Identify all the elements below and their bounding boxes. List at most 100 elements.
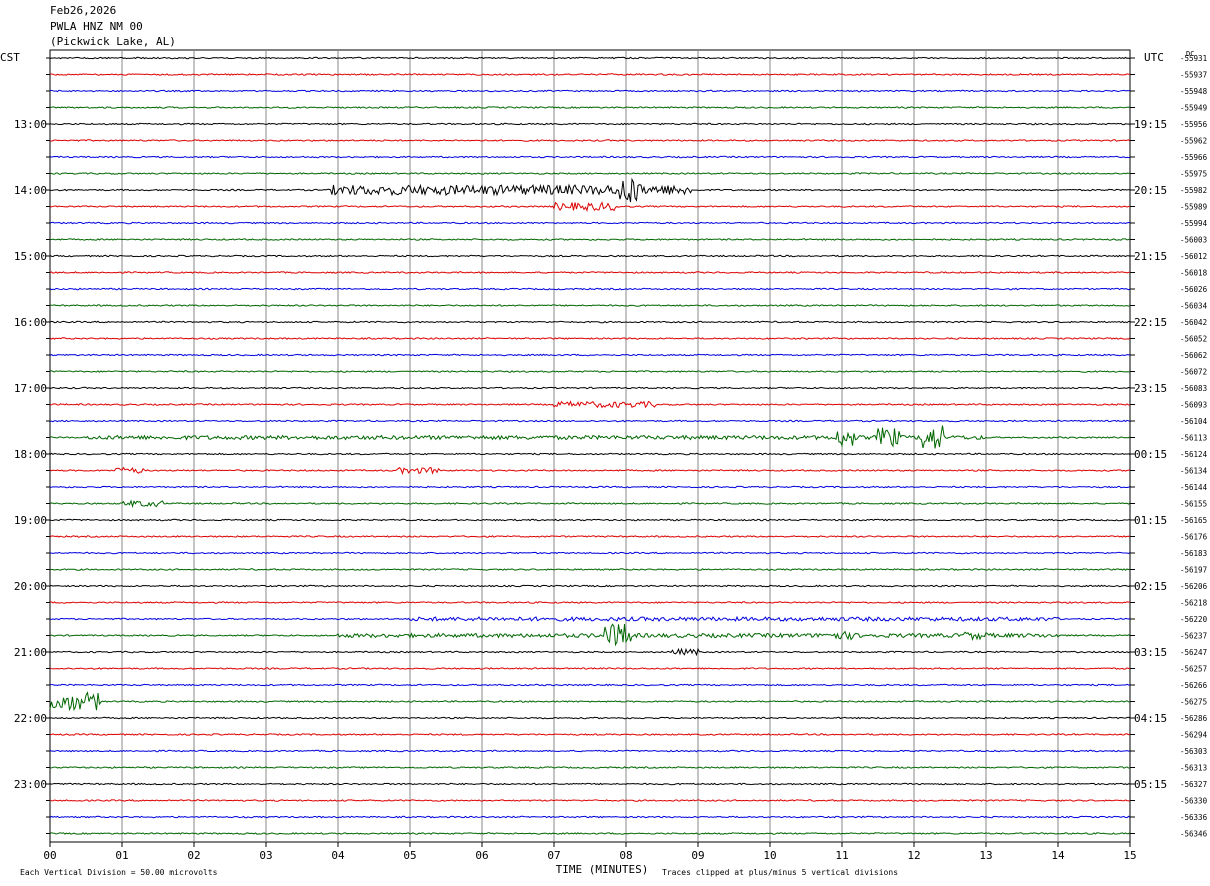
trace-line xyxy=(49,155,1131,159)
x-tick-label: 10 xyxy=(763,849,776,862)
dc-offset-label: -56294 xyxy=(1180,731,1208,740)
right-hour-label: 23:15 xyxy=(1134,382,1167,395)
left-hour-label: 14:00 xyxy=(14,184,47,197)
dc-offset-label: -56155 xyxy=(1180,500,1207,509)
x-tick-label: 05 xyxy=(403,849,416,862)
dc-offset-label: -56327 xyxy=(1180,780,1207,789)
left-hour-label: 20:00 xyxy=(14,580,47,593)
left-hour-label: 23:00 xyxy=(14,778,47,791)
trace-line xyxy=(49,535,1131,538)
dc-offset-label: -56052 xyxy=(1180,335,1207,344)
trace-line xyxy=(49,221,1131,225)
right-timezone-label: UTC xyxy=(1144,51,1164,64)
dc-offset-label: -55982 xyxy=(1180,186,1207,195)
trace-line xyxy=(49,271,1131,274)
trace-line xyxy=(49,832,1131,835)
left-timezone-label: CST xyxy=(0,51,20,64)
trace-line xyxy=(49,386,1131,390)
x-tick-label: 15 xyxy=(1123,849,1136,862)
trace-line xyxy=(49,733,1131,736)
dc-offset-label: -56093 xyxy=(1180,401,1207,410)
location-label: (Pickwick Lake, AL) xyxy=(50,35,176,48)
trace-line xyxy=(49,201,1131,212)
dc-offset-label: -56176 xyxy=(1180,533,1208,542)
plot-frame xyxy=(49,49,1131,843)
right-hour-label: 00:15 xyxy=(1134,448,1167,461)
dc-offset-label: -56165 xyxy=(1180,516,1207,525)
trace-line xyxy=(49,177,1131,203)
trace-line xyxy=(49,749,1131,753)
dc-offset-label: -56266 xyxy=(1180,681,1208,690)
dc-offset-label: -55989 xyxy=(1180,203,1207,212)
left-hour-label: 13:00 xyxy=(14,118,47,131)
x-tick-label: 12 xyxy=(907,849,920,862)
trace-line xyxy=(49,499,1131,509)
trace-line xyxy=(49,799,1130,802)
trace-line xyxy=(50,601,1131,604)
trace-line xyxy=(49,353,1131,357)
trace-line xyxy=(49,716,1131,720)
x-tick-label: 09 xyxy=(691,849,704,862)
trace-line xyxy=(49,400,1131,409)
dc-offset-label: -56220 xyxy=(1180,615,1208,624)
trace-line xyxy=(49,568,1131,571)
x-axis-title: TIME (MINUTES) xyxy=(556,863,649,876)
dc-offset-label: -56062 xyxy=(1180,351,1207,360)
trace-line xyxy=(49,56,1131,60)
dc-offset-label: -55994 xyxy=(1180,219,1208,228)
trace-line xyxy=(49,304,1131,307)
x-tick-label: 01 xyxy=(115,849,128,862)
dc-offset-label: -56275 xyxy=(1180,698,1207,707)
right-hour-label: 05:15 xyxy=(1134,778,1167,791)
trace-line xyxy=(49,551,1131,555)
trace-line xyxy=(49,485,1131,489)
right-hour-label: 21:15 xyxy=(1134,250,1167,263)
left-hour-label: 18:00 xyxy=(14,448,47,461)
dc-offset-label: -56336 xyxy=(1180,813,1208,822)
trace-line xyxy=(49,615,1131,623)
trace-line xyxy=(49,106,1131,109)
trace-line xyxy=(49,370,1131,373)
dc-offset-label: -56183 xyxy=(1180,549,1207,558)
dc-offset-label: -55937 xyxy=(1180,71,1207,80)
trace-line xyxy=(49,691,1131,712)
trace-line xyxy=(49,647,1131,657)
trace-line xyxy=(49,337,1131,340)
dc-offset-label: -56003 xyxy=(1180,236,1207,245)
x-tick-label: 07 xyxy=(547,849,560,862)
trace-line xyxy=(49,73,1131,76)
trace-line xyxy=(49,122,1131,126)
trace-line xyxy=(49,287,1131,291)
dc-offset-label: -55975 xyxy=(1180,170,1207,179)
dc-offset-label: -56113 xyxy=(1180,434,1207,443)
trace-line xyxy=(49,452,1131,456)
dc-offset-label: -56026 xyxy=(1180,285,1208,294)
right-hour-label: 20:15 xyxy=(1134,184,1167,197)
left-hour-label: 16:00 xyxy=(14,316,47,329)
left-hour-label: 19:00 xyxy=(14,514,47,527)
right-hour-label: 04:15 xyxy=(1134,712,1167,725)
trace-line xyxy=(49,320,1131,324)
trace-line xyxy=(50,683,1131,687)
left-hour-label: 21:00 xyxy=(14,646,47,659)
dc-offset-label: -56197 xyxy=(1180,566,1207,575)
dc-offset-label: -56257 xyxy=(1180,665,1207,674)
trace-line xyxy=(49,466,1130,476)
trace-line xyxy=(49,782,1131,786)
left-hour-label: 17:00 xyxy=(14,382,47,395)
dc-offset-label: -56018 xyxy=(1180,269,1208,278)
trace-line xyxy=(49,254,1131,258)
right-hour-label: 01:15 xyxy=(1134,514,1167,527)
x-tick-label: 00 xyxy=(43,849,56,862)
x-tick-label: 13 xyxy=(979,849,992,862)
dc-offset-label: -55948 xyxy=(1180,87,1208,96)
dc-offset-label: -56124 xyxy=(1180,450,1208,459)
trace-line xyxy=(49,623,1131,647)
right-hour-label: 22:15 xyxy=(1134,316,1167,329)
x-tick-label: 08 xyxy=(619,849,632,862)
dc-offset-label: -56237 xyxy=(1180,632,1207,641)
trace-line xyxy=(49,815,1131,819)
dc-offset-label: -55966 xyxy=(1180,153,1208,162)
dc-offset-label: -56303 xyxy=(1180,747,1207,756)
